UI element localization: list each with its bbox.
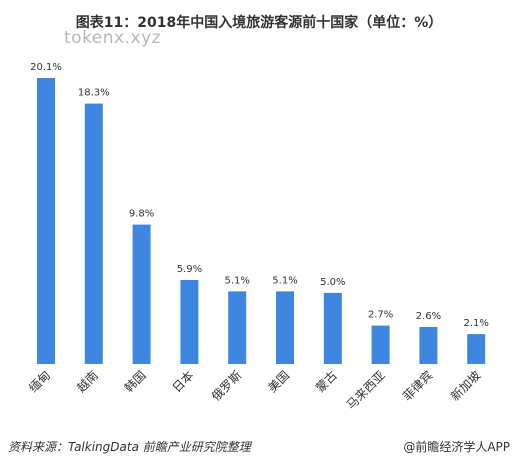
value-label-5: 5.1%	[272, 275, 297, 286]
category-label-2: 韩国	[121, 368, 149, 396]
bar-0	[37, 78, 55, 364]
category-label-6: 蒙古	[312, 368, 340, 396]
value-label-2: 9.8%	[129, 209, 154, 220]
category-label-7: 马来西亚	[344, 368, 388, 412]
bar-6	[323, 292, 342, 364]
value-label-8: 2.6%	[416, 311, 441, 322]
bar-4	[228, 291, 247, 364]
bar-1	[84, 103, 103, 364]
bar-3	[180, 280, 199, 364]
source-note: 资料来源：TalkingData 前瞻产业研究院整理	[8, 440, 251, 454]
chart-title: 图表11：2018年中国入境旅游客源前十国家（单位：%）	[75, 15, 443, 31]
value-label-3: 5.9%	[177, 264, 202, 275]
credit-note: @前瞻经济学人APP	[403, 440, 510, 454]
value-label-0: 20.1%	[30, 62, 62, 73]
category-label-0: 缅甸	[26, 368, 53, 395]
category-label-4: 俄罗斯	[209, 368, 244, 403]
category-label-3: 日本	[170, 368, 197, 395]
category-label-9: 新加坡	[447, 368, 483, 404]
value-label-7: 2.7%	[368, 310, 393, 321]
bar-5	[276, 291, 294, 364]
category-label-layer: 缅甸 越南 韩国 日本 俄罗斯 美国 蒙古 马来西亚 菲律宾 新加坡	[26, 368, 483, 413]
value-label-9: 2.1%	[463, 318, 488, 329]
value-label-layer: 20.1% 18.3% 9.8% 5.9% 5.1% 5.1% 5.0% 2.7% 2.6% 2.…	[30, 62, 489, 329]
value-label-1: 18.3%	[78, 88, 110, 99]
value-label-6: 5.0%	[320, 277, 345, 288]
bar-7	[371, 325, 390, 364]
watermark-text: tokenx.xyz	[64, 28, 162, 48]
bar-layer	[37, 78, 486, 364]
bar-2	[132, 224, 151, 364]
category-label-5: 美国	[265, 368, 292, 395]
category-label-8: 菲律宾	[399, 368, 435, 404]
category-label-1: 越南	[73, 368, 101, 396]
bar-9	[467, 334, 486, 364]
value-label-4: 5.1%	[224, 275, 249, 286]
bar-8	[419, 327, 438, 364]
